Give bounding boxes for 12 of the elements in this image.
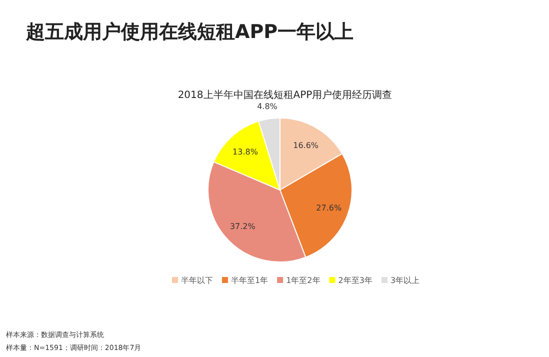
- data-label: 27.6%: [316, 203, 342, 212]
- data-label: 37.2%: [230, 222, 256, 231]
- legend-label: 1年至2年: [286, 276, 320, 285]
- data-label: 13.8%: [232, 148, 258, 157]
- legend-label: 2年至3年: [338, 276, 372, 285]
- legend-label: 半年以下: [181, 276, 213, 285]
- legend-label: 半年至1年: [231, 276, 268, 285]
- chart-subtitle: 2018上半年中国在线短租APP用户使用经历调查: [178, 89, 392, 101]
- data-label: 16.6%: [293, 141, 319, 150]
- data-label: 4.8%: [257, 102, 278, 112]
- chart-title: 超五成用户使用在线短租APP一年以上: [25, 21, 354, 43]
- legend-label: 3年以上: [390, 276, 420, 285]
